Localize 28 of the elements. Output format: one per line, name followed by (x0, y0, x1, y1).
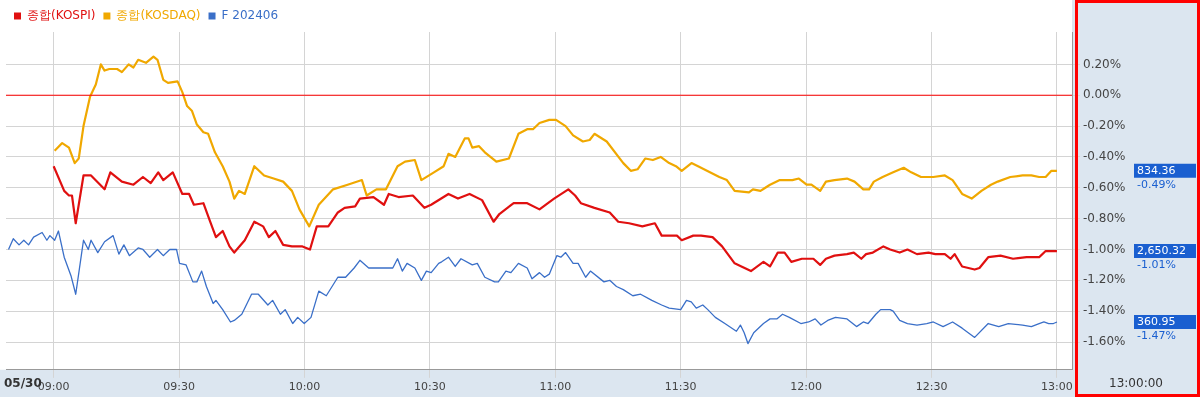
x-tick-label: 11:30 (664, 380, 697, 394)
x-tick-label: 13:00 (1041, 380, 1073, 394)
x-tick-label: 10:30 (414, 380, 446, 394)
y-tick-label: -1.40% (1083, 303, 1126, 318)
x-tick-label: 12:00 (790, 380, 822, 394)
y-tick-label: -1.60% (1083, 334, 1126, 349)
y-tick-label: -1.20% (1083, 272, 1126, 287)
text: 834.36 (1137, 163, 1176, 177)
text: -1.47% (1137, 328, 1176, 342)
y-tick-label: -0.60% (1083, 179, 1126, 194)
x-tick-label: 12:30 (915, 380, 948, 394)
text: -1.01% (1137, 257, 1176, 271)
y-tick-label: 0.20% (1083, 56, 1122, 71)
legend-label: 종합(KOSPI) (27, 8, 96, 23)
x-tick-label: 11:00 (539, 380, 572, 394)
y-tick-label: -0.20% (1083, 118, 1126, 133)
legend-label: 종합(KOSDAQ) (116, 8, 201, 23)
y-tick-label: -0.40% (1083, 149, 1126, 164)
text: 2,650.32 (1137, 243, 1186, 257)
x-tick-label: 10:00 (288, 380, 321, 394)
text: 360.95 (1137, 314, 1176, 328)
text: 13:00:00 (1109, 375, 1163, 390)
text: -0.49% (1137, 177, 1176, 191)
x-tick-label: 09:30 (163, 380, 195, 394)
y-tick-label: -0.80% (1083, 210, 1126, 225)
legend-label: F 202406 (221, 8, 279, 23)
y-tick-label: 0.00% (1083, 87, 1122, 102)
y-tick-label: -1.00% (1083, 241, 1126, 256)
